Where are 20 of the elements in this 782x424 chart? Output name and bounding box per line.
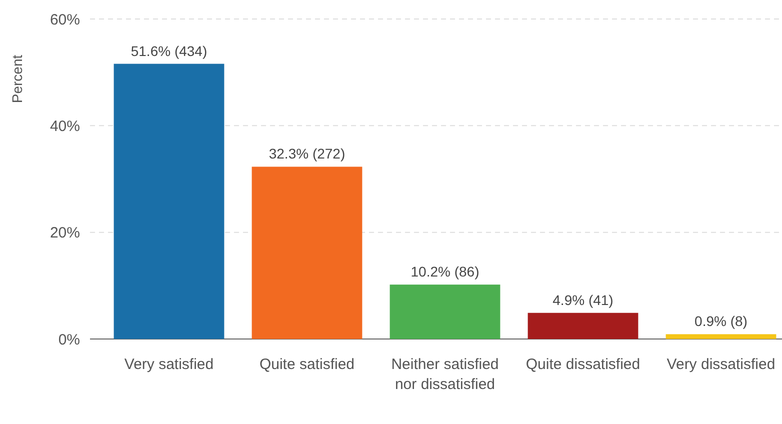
- bar: [114, 64, 224, 339]
- y-tick-label: 40%: [50, 118, 80, 135]
- x-tick-label: Very dissatisfied: [666, 356, 776, 373]
- bar: [666, 334, 776, 339]
- bar: [528, 312, 638, 339]
- data-label: 10.2% (86): [410, 264, 480, 280]
- data-label: 51.6% (434): [130, 42, 208, 59]
- data-label: 32.3% (272): [268, 146, 346, 162]
- x-tick-label: Quite satisfied: [259, 356, 355, 373]
- data-label: 4.9% (41): [552, 292, 614, 308]
- bar: [252, 166, 362, 339]
- y-tick-label: 0%: [58, 331, 80, 348]
- data-label: 0.9% (8): [694, 313, 748, 330]
- y-tick-label: 60%: [50, 11, 80, 28]
- bar: [390, 284, 500, 339]
- y-axis-title: Percent: [9, 54, 25, 104]
- y-tick-label: 20%: [50, 224, 80, 242]
- x-tick-label: Neither satisfied nor dissatisfied: [391, 356, 499, 393]
- x-tick-label: Quite dissatisfied: [526, 356, 640, 373]
- x-tick-label: Very satisfied: [124, 356, 214, 373]
